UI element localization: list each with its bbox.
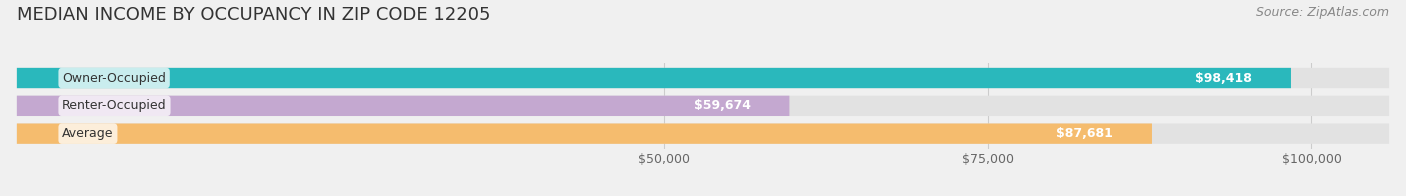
Text: Renter-Occupied: Renter-Occupied (62, 99, 167, 112)
FancyBboxPatch shape (17, 123, 1389, 144)
Text: $59,674: $59,674 (693, 99, 751, 112)
Text: $87,681: $87,681 (1056, 127, 1114, 140)
FancyBboxPatch shape (17, 96, 789, 116)
FancyBboxPatch shape (17, 68, 1291, 88)
Text: $98,418: $98,418 (1195, 72, 1253, 84)
Text: Owner-Occupied: Owner-Occupied (62, 72, 166, 84)
Text: Average: Average (62, 127, 114, 140)
FancyBboxPatch shape (17, 68, 1389, 88)
Text: MEDIAN INCOME BY OCCUPANCY IN ZIP CODE 12205: MEDIAN INCOME BY OCCUPANCY IN ZIP CODE 1… (17, 6, 491, 24)
FancyBboxPatch shape (17, 123, 1152, 144)
Text: Source: ZipAtlas.com: Source: ZipAtlas.com (1256, 6, 1389, 19)
FancyBboxPatch shape (17, 96, 1389, 116)
